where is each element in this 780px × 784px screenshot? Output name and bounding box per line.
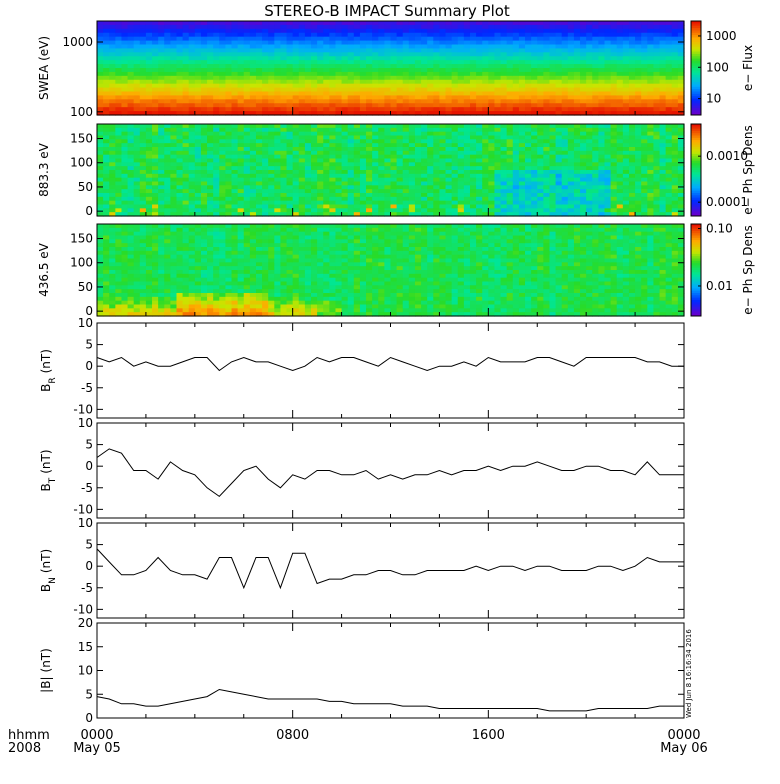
y-tick-label: -5 (81, 481, 93, 495)
spectrogram-panel-1: 100 1000 SWEA (eV) 10 100 1000 e− Flux (37, 21, 755, 119)
y-label-main: B (39, 584, 53, 592)
line-panel-4: 0 5 10 15 20 |B| (nT) (39, 616, 684, 725)
spectrogram-cells-1 (97, 21, 685, 116)
y-tick-label: -5 (81, 381, 93, 395)
series-line-|B| (97, 690, 684, 711)
date-tick-label: May 06 (660, 741, 708, 756)
y-label-subscript: N (48, 577, 58, 584)
y-axis-label: BN (nT) (39, 549, 58, 592)
y-tick-label: 5 (85, 687, 93, 701)
colorbar-tick-label: 100 (706, 60, 729, 74)
y-tick-label: 20 (78, 616, 93, 630)
spectrogram-cells-2 (97, 124, 685, 217)
line-panel-3: -10 -5 0 5 10 BN (nT) (39, 516, 684, 618)
colorbar-tick-label: 0.10 (706, 222, 733, 236)
y-tick-label: -10 (73, 502, 93, 516)
time-tick-label: 0800 (276, 728, 309, 743)
year-label: 2008 (8, 741, 41, 756)
y-tick-label: -5 (81, 581, 93, 595)
y-axis-label: BR (nT) (39, 349, 58, 392)
colorbar-3: 0.01 0.10 e− Ph Sp Dens (691, 222, 755, 317)
y-tick-label: 10 (78, 316, 93, 330)
y-axis-label: |B| (nT) (39, 648, 53, 693)
y-label-unit: (nT) (39, 549, 53, 573)
line-panel-frame (97, 323, 684, 418)
y-tick-label: 10 (78, 516, 93, 530)
y-tick-label: 5 (85, 438, 93, 452)
y-tick-label: 15 (78, 640, 93, 654)
series-line-BN (97, 549, 684, 588)
y-tick-label: 50 (78, 280, 93, 294)
y-tick-label: -10 (73, 602, 93, 616)
y-tick-label: -10 (73, 402, 93, 416)
plot-title: STEREO-B IMPACT Summary Plot (264, 2, 510, 20)
y-axis-label: 436.5 eV (37, 242, 51, 297)
colorbar-1: 10 100 1000 e− Flux (691, 21, 755, 116)
y-tick-label: 5 (85, 538, 93, 552)
y-axis-label: SWEA (eV) (37, 36, 51, 100)
y-tick-label: 10 (78, 664, 93, 678)
y-tick-label: 100 (70, 256, 93, 270)
colorbar-label: e− Ph Sp Dens (741, 125, 755, 214)
y-label-main: B (39, 483, 53, 491)
y-label-unit: (nT) (39, 449, 53, 473)
y-tick-label: 5 (85, 338, 93, 352)
y-tick-label: 0 (85, 459, 93, 473)
series-line-BT (97, 449, 684, 497)
y-tick-label: 0 (85, 359, 93, 373)
time-tick-label: 1600 (472, 728, 505, 743)
y-label-subscript: R (48, 377, 58, 383)
colorbar-tick-label: 0.01 (706, 279, 733, 293)
colorbar-label: e− Flux (741, 45, 755, 91)
colorbar-tick-label: 10 (706, 92, 721, 106)
y-axis-label: BT (nT) (39, 449, 58, 491)
y-tick-label: 1000 (62, 35, 93, 49)
generation-timestamp: Wed Jun 8 16:16:34 2016 (685, 629, 693, 718)
colorbar-tick-label: 1000 (706, 29, 737, 43)
spectrogram-cells-3 (97, 224, 685, 317)
y-tick-label: 0 (85, 711, 93, 725)
colorbar-label: e− Ph Sp Dens (741, 225, 755, 314)
y-label-unit: (nT) (39, 648, 53, 672)
y-tick-label: 150 (70, 232, 93, 246)
y-label-main: |B| (39, 676, 53, 692)
series-line-BR (97, 358, 684, 371)
line-panel-frame (97, 423, 684, 518)
y-tick-label: 150 (70, 132, 93, 146)
spectrogram-panels: 100 1000 SWEA (eV) 10 100 1000 e− Flux 0 50 100 15… (37, 21, 755, 318)
y-label-subscript: T (48, 477, 58, 484)
y-tick-label: 100 (70, 156, 93, 170)
y-label-unit: (nT) (39, 349, 53, 373)
y-tick-label: 10 (78, 416, 93, 430)
y-tick-label: 0 (85, 559, 93, 573)
line-panel-1: -10 -5 0 5 10 BR (nT) (39, 316, 684, 418)
date-tick-label: May 05 (73, 741, 121, 756)
line-panel-2: -10 -5 0 5 10 BT (nT) (39, 416, 684, 518)
y-tick-label: 0 (85, 204, 93, 218)
magnetic-field-panels: -10-50510BR(nT)-10-50510BT(nT)-10-50510B… (39, 316, 684, 725)
y-tick-label: 50 (78, 180, 93, 194)
y-tick-label: 100 (70, 105, 93, 119)
y-axis-label: 883.3 eV (37, 142, 51, 197)
y-label-main: B (39, 384, 53, 392)
